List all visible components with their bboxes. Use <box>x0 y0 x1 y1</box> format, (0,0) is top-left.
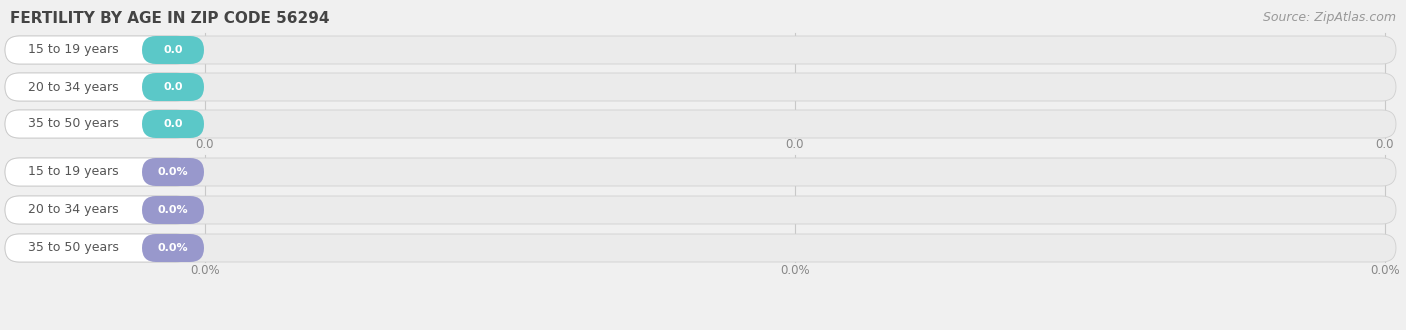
Text: 0.0: 0.0 <box>1375 139 1395 151</box>
FancyBboxPatch shape <box>6 196 190 224</box>
Text: 0.0: 0.0 <box>163 45 183 55</box>
Text: 20 to 34 years: 20 to 34 years <box>28 81 120 93</box>
Text: 0.0%: 0.0% <box>1371 263 1400 277</box>
Text: 0.0%: 0.0% <box>190 263 219 277</box>
Text: 0.0: 0.0 <box>786 139 804 151</box>
Text: 0.0: 0.0 <box>163 82 183 92</box>
FancyBboxPatch shape <box>6 36 190 64</box>
Text: 35 to 50 years: 35 to 50 years <box>28 242 120 254</box>
Text: 15 to 19 years: 15 to 19 years <box>28 166 120 179</box>
FancyBboxPatch shape <box>6 158 190 186</box>
FancyBboxPatch shape <box>6 36 1396 64</box>
FancyBboxPatch shape <box>6 234 190 262</box>
FancyBboxPatch shape <box>6 73 1396 101</box>
FancyBboxPatch shape <box>142 73 204 101</box>
Text: FERTILITY BY AGE IN ZIP CODE 56294: FERTILITY BY AGE IN ZIP CODE 56294 <box>10 11 329 26</box>
Text: 0.0: 0.0 <box>195 139 214 151</box>
FancyBboxPatch shape <box>6 110 1396 138</box>
FancyBboxPatch shape <box>6 110 190 138</box>
Text: 0.0: 0.0 <box>163 119 183 129</box>
Text: 0.0%: 0.0% <box>157 243 188 253</box>
Text: Source: ZipAtlas.com: Source: ZipAtlas.com <box>1263 11 1396 24</box>
FancyBboxPatch shape <box>142 234 204 262</box>
FancyBboxPatch shape <box>142 196 204 224</box>
Text: 0.0%: 0.0% <box>780 263 810 277</box>
FancyBboxPatch shape <box>6 234 1396 262</box>
FancyBboxPatch shape <box>142 158 204 186</box>
FancyBboxPatch shape <box>6 73 190 101</box>
Text: 0.0%: 0.0% <box>157 205 188 215</box>
Text: 35 to 50 years: 35 to 50 years <box>28 117 120 130</box>
FancyBboxPatch shape <box>142 36 204 64</box>
FancyBboxPatch shape <box>142 110 204 138</box>
Text: 20 to 34 years: 20 to 34 years <box>28 204 120 216</box>
FancyBboxPatch shape <box>6 196 1396 224</box>
FancyBboxPatch shape <box>6 158 1396 186</box>
Text: 0.0%: 0.0% <box>157 167 188 177</box>
Text: 15 to 19 years: 15 to 19 years <box>28 44 120 56</box>
